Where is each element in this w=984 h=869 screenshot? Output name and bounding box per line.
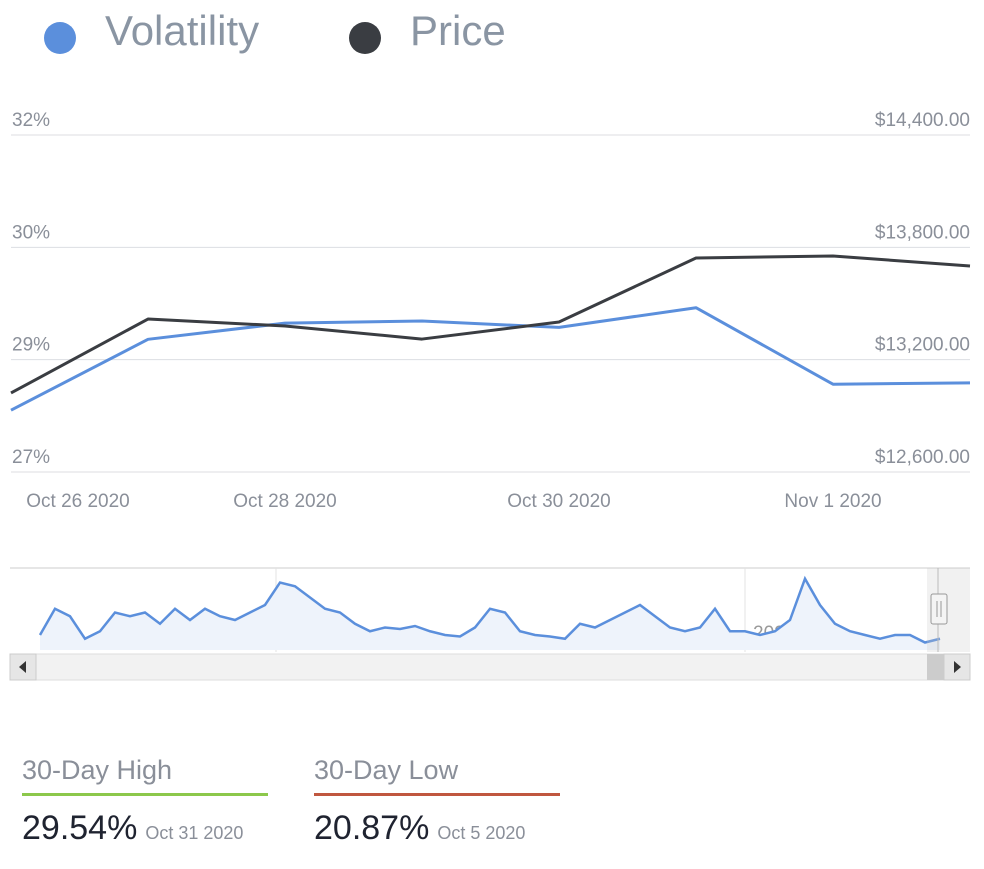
x-tick-label: Oct 26 2020 <box>26 491 130 512</box>
legend-label: Price <box>410 7 506 54</box>
navigator-area <box>40 578 940 650</box>
series-line <box>10 254 971 395</box>
stat-value: 20.87% <box>314 809 429 847</box>
stat-underline <box>22 793 268 796</box>
y-tick-label: 29% <box>12 335 50 356</box>
x-tick-label: Oct 30 2020 <box>507 491 611 512</box>
scrollbar-track <box>9 653 971 681</box>
stat-date: Oct 31 2020 <box>145 823 243 843</box>
stat-date: Oct 5 2020 <box>437 823 525 843</box>
x-tick-label: Nov 1 2020 <box>784 491 881 512</box>
y2-tick-label: $13,800.00 <box>875 222 970 243</box>
y2-tick-label: $12,600.00 <box>875 447 970 468</box>
navigator-handle <box>930 593 948 625</box>
stat-underline <box>314 793 560 796</box>
y-tick-label: 30% <box>12 222 50 243</box>
navigator-line <box>38 575 941 644</box>
legend-label: Volatility <box>105 7 259 54</box>
arrow-left <box>19 661 26 673</box>
y2-tick-label: $14,400.00 <box>875 110 970 131</box>
y-tick-label: 27% <box>12 447 50 468</box>
legend-marker <box>44 22 76 54</box>
legend-marker <box>349 22 381 54</box>
stat-title: 30-Day Low <box>314 755 459 785</box>
y2-tick-label: $13,200.00 <box>875 335 970 356</box>
series-line <box>10 306 971 412</box>
stat-title: 30-Day High <box>22 755 172 785</box>
scrollbar-thumb <box>927 654 944 680</box>
y-tick-label: 32% <box>12 110 50 131</box>
arrow-right <box>954 661 961 673</box>
stat-value: 29.54% <box>22 809 137 847</box>
x-tick-label: Oct 28 2020 <box>233 491 337 512</box>
